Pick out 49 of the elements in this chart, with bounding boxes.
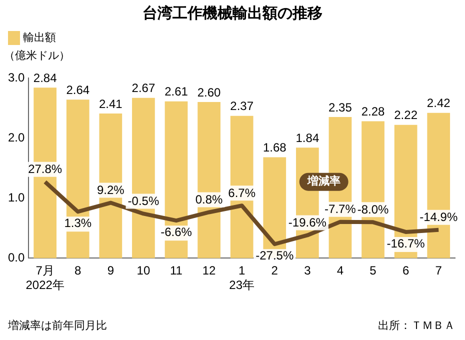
x-tick-label: 2 (271, 264, 278, 278)
data-label: 9.2% (96, 183, 125, 198)
x-tick-label: 1 23年 (229, 264, 255, 292)
data-label: -8.0% (357, 202, 390, 216)
data-label: 1.68 (262, 140, 287, 155)
x-tick-label: 3 (304, 264, 312, 278)
data-label: -16.7% (386, 236, 426, 250)
data-label: 2.41 (98, 96, 123, 111)
y-tick-label: 3.0 (8, 70, 25, 84)
data-label: 27.8% (28, 162, 62, 176)
data-label: 2.61 (164, 84, 188, 99)
legend-label: 輸出額 (23, 30, 56, 45)
data-label: 1.84 (296, 130, 320, 145)
data-label: 2.64 (66, 82, 90, 97)
data-label: -6.6% (160, 224, 192, 239)
x-tick-label: 4 (336, 264, 344, 278)
x-tick-label: 10 (136, 264, 150, 278)
x-tick-label: 6 (402, 264, 410, 278)
data-label: 2.28 (361, 104, 386, 119)
x-tick-label: 7 (435, 264, 442, 278)
x-tick-label: 11 (170, 264, 183, 278)
data-label: 2.60 (197, 85, 222, 100)
y-tick-label: 0.0 (8, 250, 25, 265)
data-label: 2.22 (394, 108, 418, 122)
data-label: 2.67 (132, 81, 156, 96)
data-label: -0.5% (128, 194, 160, 208)
x-tick-label: 8 (74, 264, 82, 278)
text: 増減率は前年同月比 (8, 318, 107, 333)
data-label: -14.9% (420, 210, 458, 224)
x-tick-label: 7月 2022年 (26, 264, 64, 292)
data-label: 6.7% (228, 186, 256, 200)
x-tick-label: 12 (202, 264, 216, 278)
x-tick-label: 5 (370, 264, 377, 278)
data-label: 2.37 (230, 99, 254, 114)
data-label: 2.84 (33, 70, 58, 85)
y-tick-label: 1.0 (8, 190, 25, 204)
text: 増減率 (306, 174, 340, 188)
data-label: -7.7% (324, 202, 356, 216)
data-label: 2.35 (328, 100, 352, 114)
data-label: 0.8% (195, 192, 224, 207)
chart-title: 台湾工作機械輸出額の推移 (142, 4, 324, 23)
x-tick-label: 9 (107, 264, 114, 278)
text: 出所：ＴＭＢＡ (378, 318, 455, 333)
data-label: -27.5% (256, 248, 294, 262)
y-axis-title: （億米ドル） (4, 48, 70, 63)
data-label: 2.42 (426, 96, 451, 110)
data-label: -19.6% (288, 216, 327, 230)
data-label: 1.3% (64, 216, 92, 230)
y-tick-label: 2.0 (8, 130, 25, 144)
